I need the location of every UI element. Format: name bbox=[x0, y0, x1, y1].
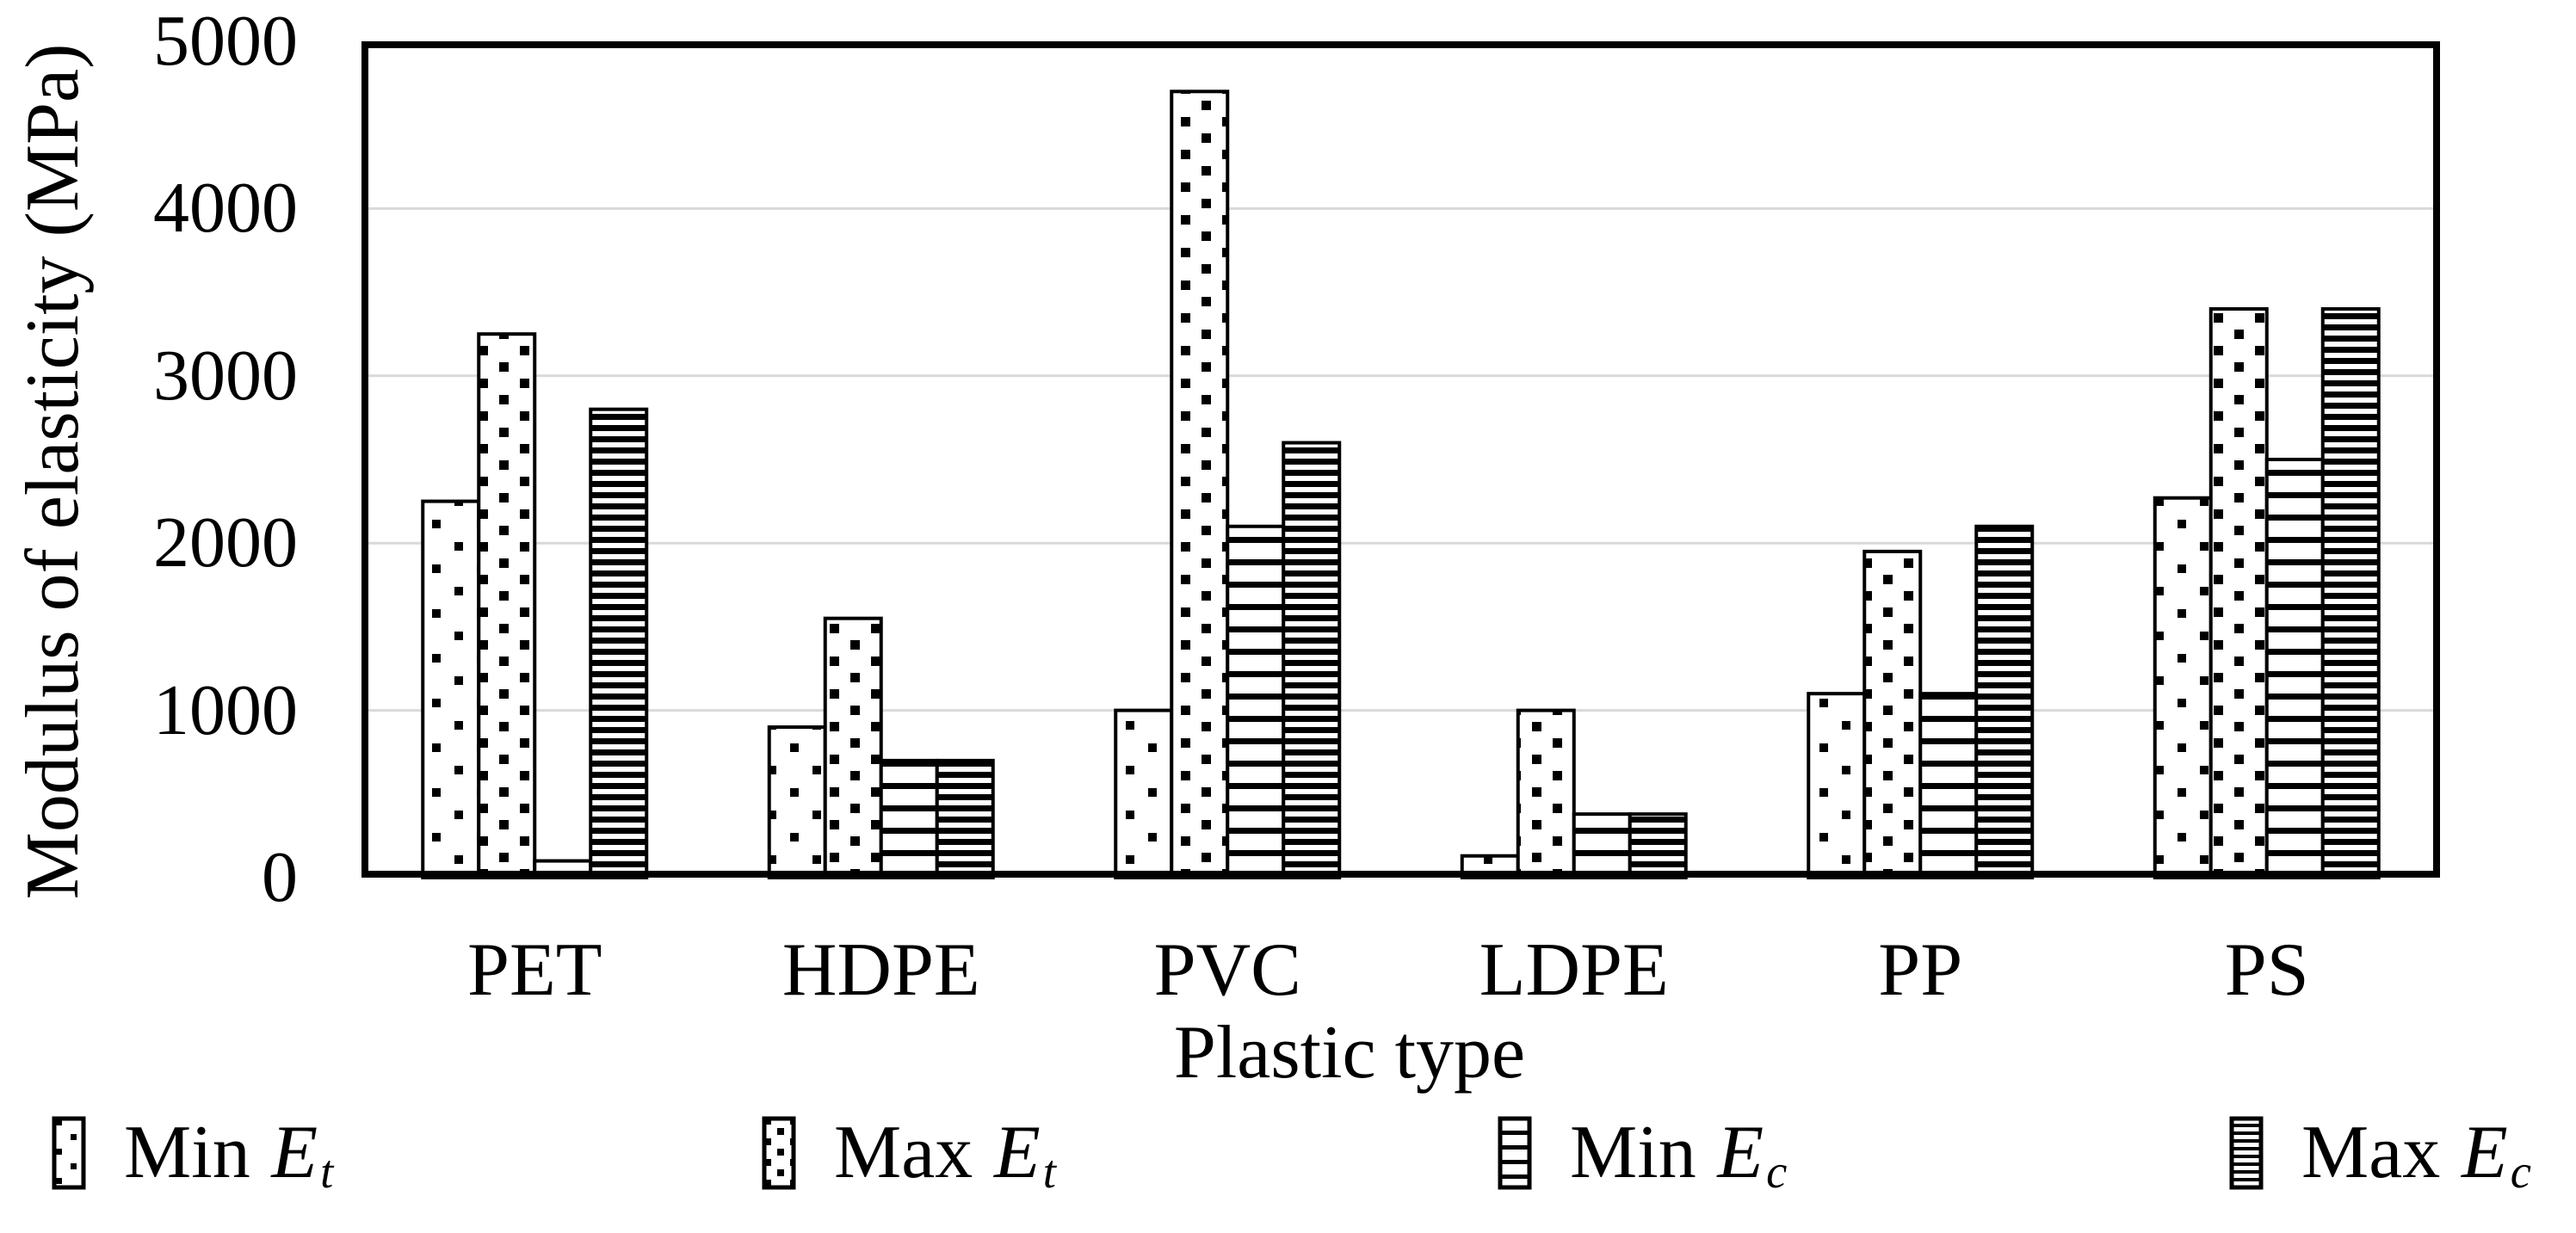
bar-PP-min-ec bbox=[1918, 692, 1979, 879]
plot-border bbox=[361, 41, 2440, 878]
bar-HDPE-min-et bbox=[767, 725, 827, 879]
legend-label: Min Et bbox=[124, 1111, 334, 1198]
bar-PS-min-ec bbox=[2264, 458, 2325, 879]
y-tick-label: 1000 bbox=[153, 669, 298, 750]
bar-HDPE-max-et bbox=[823, 616, 883, 879]
bar-LDPE-max-ec bbox=[1628, 812, 1688, 879]
bar-PP-max-et bbox=[1863, 549, 1923, 879]
x-category-label: PP bbox=[1878, 928, 1963, 1012]
bar-PVC-min-ec bbox=[1226, 524, 1286, 879]
bar-PET-max-et bbox=[477, 332, 537, 879]
hlines-dense-swatch-icon bbox=[2229, 1116, 2264, 1190]
x-category-label: PVC bbox=[1153, 928, 1301, 1012]
bar-PVC-max-et bbox=[1170, 89, 1230, 879]
bar-HDPE-min-ec bbox=[879, 758, 939, 879]
y-tick-label: 4000 bbox=[153, 168, 298, 249]
bar-HDPE-max-ec bbox=[935, 758, 995, 879]
y-tick-label: 0 bbox=[262, 837, 298, 917]
legend-item-max-et: Max Et bbox=[762, 1111, 1056, 1198]
y-tick-label: 5000 bbox=[153, 1, 298, 81]
hlines-sparse-swatch-icon bbox=[1498, 1116, 1532, 1190]
bar-PET-min-et bbox=[421, 499, 481, 879]
bar-PS-max-et bbox=[2208, 307, 2269, 880]
dots-sparse-swatch-icon bbox=[52, 1116, 86, 1190]
bar-PS-min-et bbox=[2153, 496, 2213, 879]
x-category-label: PS bbox=[2224, 928, 2309, 1012]
legend-label: Max Et bbox=[834, 1111, 1056, 1198]
legend-item-max-ec: Max Ec bbox=[2229, 1111, 2531, 1198]
bar-LDPE-max-et bbox=[1516, 708, 1576, 879]
x-category-label: PET bbox=[467, 928, 602, 1012]
legend-label: Max Ec bbox=[2301, 1111, 2531, 1198]
bar-PVC-max-ec bbox=[1282, 441, 1342, 879]
legend-item-min-ec: Min Ec bbox=[1498, 1111, 1788, 1198]
bar-LDPE-min-ec bbox=[1572, 812, 1632, 879]
dots-dense-swatch-icon bbox=[762, 1116, 796, 1190]
x-category-label: HDPE bbox=[781, 928, 980, 1012]
bar-PVC-min-et bbox=[1114, 708, 1174, 879]
x-category-label: LDPE bbox=[1479, 928, 1669, 1012]
y-tick-label: 3000 bbox=[153, 335, 298, 416]
legend-item-min-et: Min Et bbox=[52, 1111, 334, 1198]
bar-PET-max-ec bbox=[589, 407, 649, 879]
bar-PP-min-et bbox=[1807, 692, 1867, 879]
gridlines bbox=[368, 207, 2433, 712]
y-tick-label: 2000 bbox=[153, 502, 298, 583]
bar-PP-max-ec bbox=[1974, 524, 2035, 879]
bar-PS-max-ec bbox=[2320, 307, 2381, 880]
legend-label: Min Ec bbox=[1570, 1111, 1788, 1198]
x-axis-title: Plastic type bbox=[1173, 1011, 1526, 1094]
